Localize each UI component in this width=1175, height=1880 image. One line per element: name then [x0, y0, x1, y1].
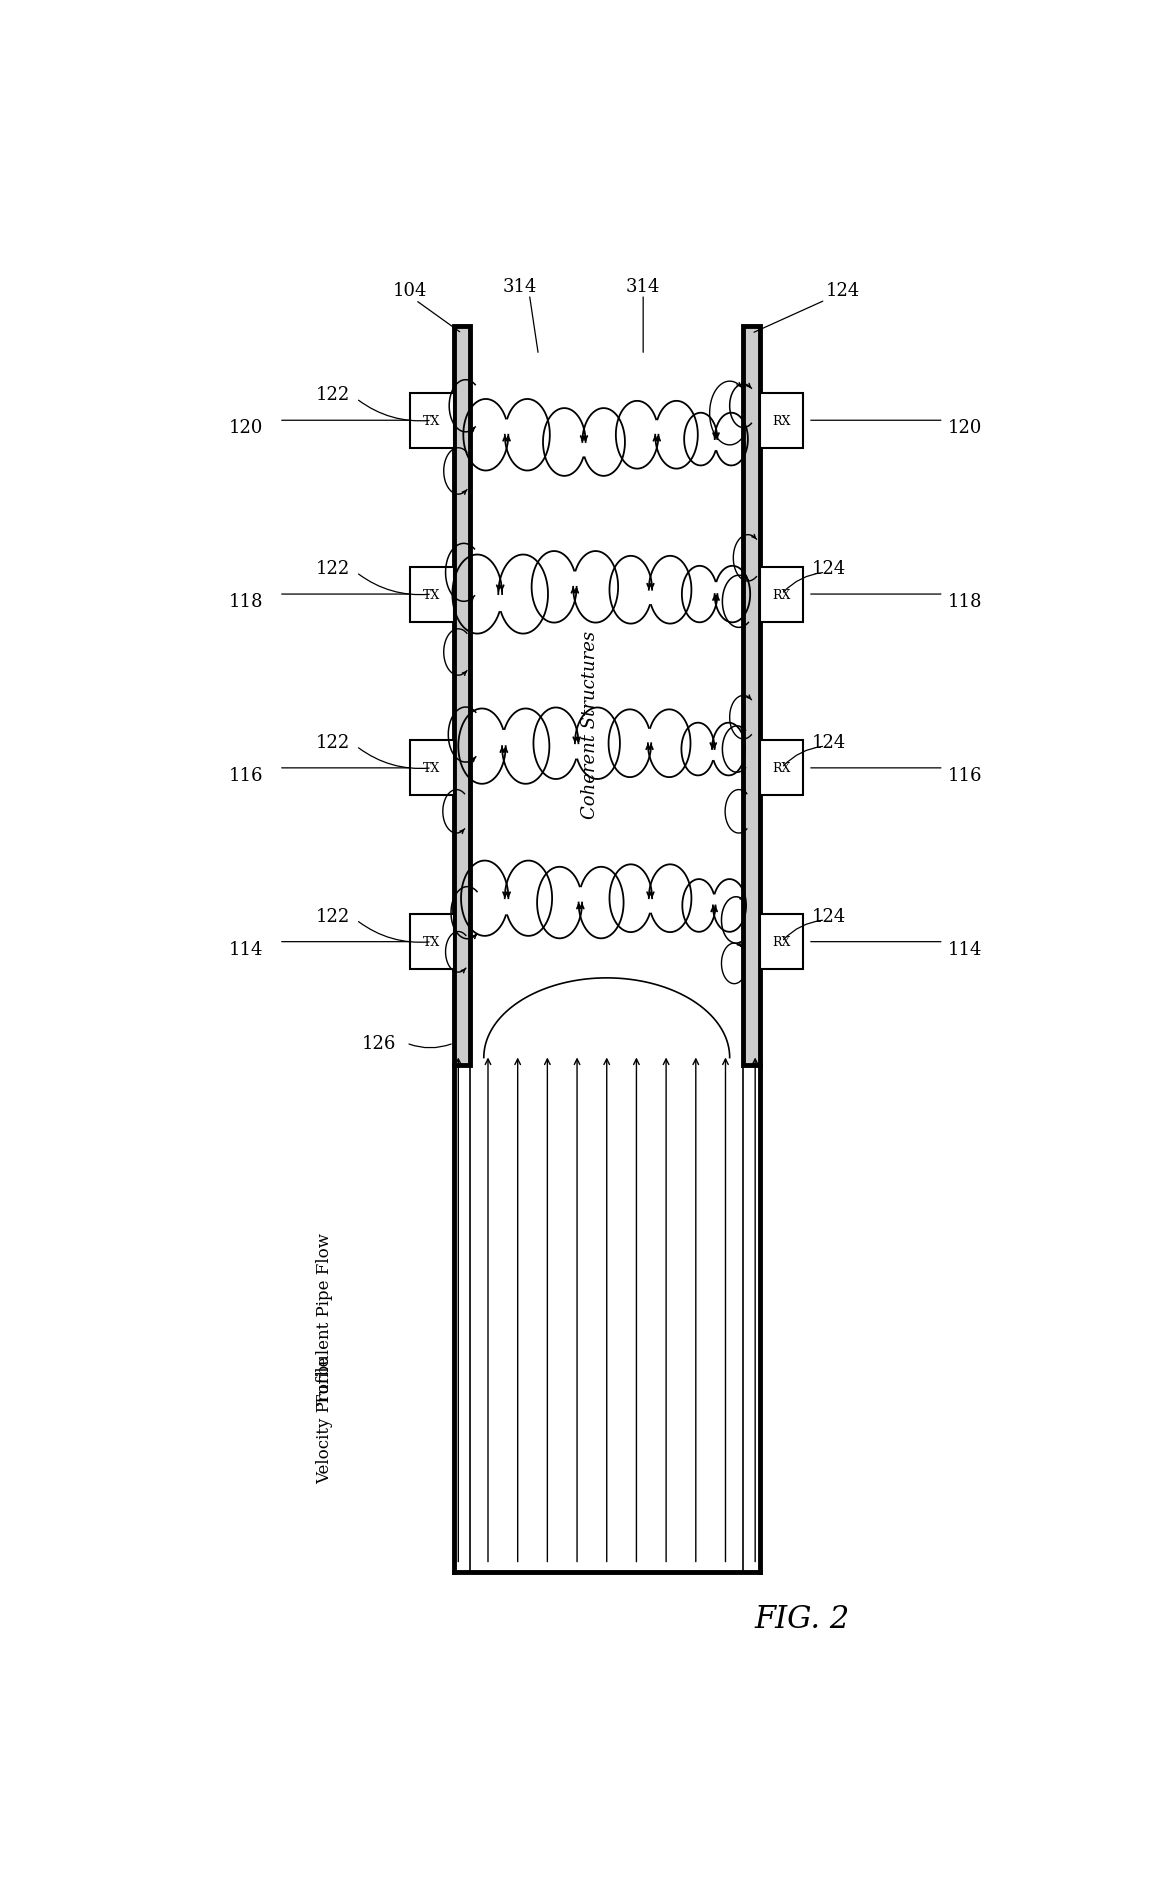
FancyBboxPatch shape — [760, 393, 804, 449]
Text: 314: 314 — [503, 278, 537, 295]
Text: TX: TX — [423, 414, 441, 427]
Text: 122: 122 — [315, 908, 350, 925]
Text: TX: TX — [423, 761, 441, 775]
Text: 118: 118 — [948, 592, 982, 611]
Text: 124: 124 — [812, 560, 846, 577]
Text: Coherent Structures: Coherent Structures — [582, 632, 599, 820]
FancyBboxPatch shape — [410, 393, 454, 449]
Text: 124: 124 — [825, 282, 860, 299]
Text: 114: 114 — [229, 940, 263, 959]
Bar — [744, 327, 760, 1066]
Text: 120: 120 — [948, 419, 982, 438]
Text: 124: 124 — [812, 908, 846, 925]
FancyBboxPatch shape — [760, 741, 804, 795]
Text: 114: 114 — [948, 940, 982, 959]
Text: Turbulent Pipe Flow: Turbulent Pipe Flow — [316, 1233, 333, 1404]
FancyBboxPatch shape — [760, 568, 804, 622]
FancyBboxPatch shape — [410, 741, 454, 795]
Text: 118: 118 — [229, 592, 263, 611]
Text: 116: 116 — [229, 767, 263, 784]
FancyBboxPatch shape — [760, 916, 804, 970]
Text: 126: 126 — [362, 1034, 396, 1053]
Text: RX: RX — [772, 588, 791, 602]
Text: 104: 104 — [392, 282, 428, 299]
Text: 122: 122 — [315, 560, 350, 577]
Text: RX: RX — [772, 761, 791, 775]
Bar — [454, 327, 470, 1066]
Text: 124: 124 — [812, 733, 846, 752]
Text: 314: 314 — [626, 278, 660, 295]
FancyBboxPatch shape — [410, 568, 454, 622]
Text: TX: TX — [423, 936, 441, 949]
Text: 122: 122 — [315, 733, 350, 752]
Text: FIG. 2: FIG. 2 — [754, 1602, 851, 1634]
Text: Velocity Profile: Velocity Profile — [316, 1355, 333, 1483]
Text: RX: RX — [772, 936, 791, 949]
FancyBboxPatch shape — [410, 916, 454, 970]
Text: 116: 116 — [948, 767, 982, 784]
Text: TX: TX — [423, 588, 441, 602]
Text: 122: 122 — [315, 385, 350, 404]
Text: RX: RX — [772, 414, 791, 427]
Text: 120: 120 — [229, 419, 263, 438]
